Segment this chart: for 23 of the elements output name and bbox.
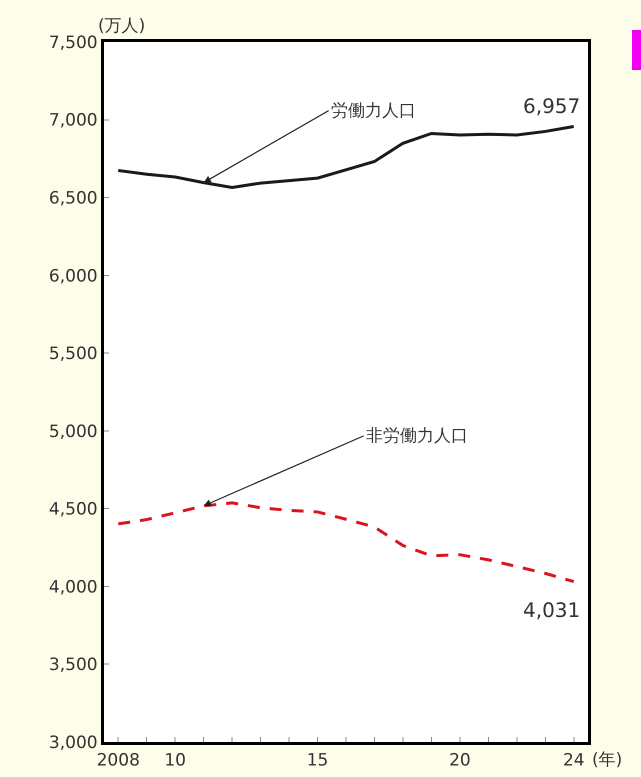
x-tick-label: 15	[306, 750, 328, 770]
x-tick-label: 20	[449, 750, 471, 770]
y-axis-title: (万人)	[98, 16, 146, 36]
x-tick-label: 10	[164, 750, 186, 770]
y-tick-label: 6,000	[48, 266, 98, 286]
x-axis-title: (年)	[592, 750, 622, 770]
line-series	[116, 501, 576, 584]
annotation: 非労働力人口	[366, 426, 468, 446]
y-tick-label: 5,500	[48, 344, 98, 364]
y-tick-label: 3,000	[48, 732, 98, 753]
y-tick-label: 4,000	[48, 577, 98, 598]
x-tick-label: 24	[562, 750, 585, 770]
y-tick-label: 7,500	[48, 32, 98, 53]
line-series	[116, 124, 576, 189]
y-tick-label: 5,000	[48, 422, 98, 442]
y-tick-label: 3,500	[48, 655, 98, 676]
x-tick-label: 2008	[96, 750, 140, 770]
y-tick-label: 4,500	[48, 500, 98, 520]
y-tick-label: 7,000	[48, 110, 98, 131]
data-label: 6,957	[523, 94, 580, 118]
y-tick-label: 6,500	[48, 188, 98, 209]
data-label: 4,031	[523, 598, 580, 622]
annotation: 労働力人口	[331, 101, 416, 121]
